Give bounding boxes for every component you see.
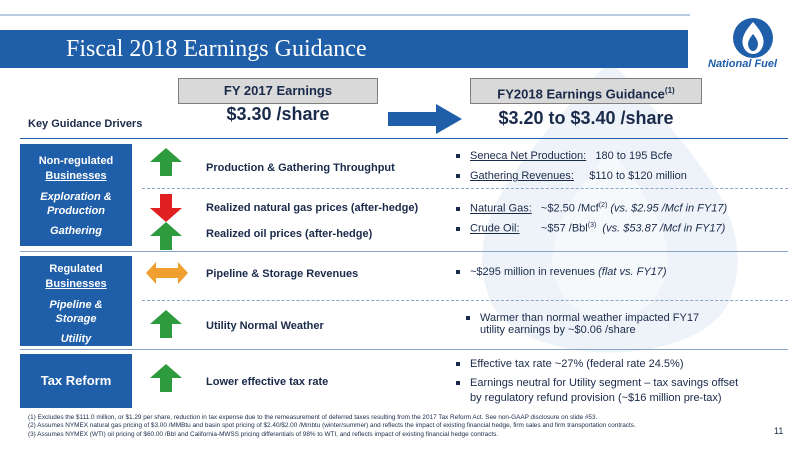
oil-label: Crude Oil: [470,222,520,235]
fy17-earnings-header: FY 2017 Earnings [178,78,378,104]
guidance-pipeline-revenues: ~$295 million in revenues (flat vs. FY17… [456,266,667,278]
guidance-natural-gas: Natural Gas: ~$2.50 /Mcf(2) (vs. $2.95 /… [456,202,727,215]
page-number: 11 [774,426,784,436]
regulated-title-2: Businesses [45,278,107,290]
arrow-down-red-icon [150,194,182,222]
page-title: Fiscal 2018 Earnings Guidance [66,36,367,62]
non-regulated-sub-ep-2: Production [46,205,106,217]
driver-pipeline-storage: Pipeline & Storage Revenues [206,268,359,280]
arrow-right-icon [388,104,462,134]
arrow-left-right-orange-icon [146,262,188,284]
fy18-header-footnote: (1) [664,86,675,95]
pipeline-compare: (flat vs. FY17) [598,266,667,278]
weather-line-1: Warmer than normal weather impacted FY17 [480,312,700,324]
category-non-regulated: Non-regulated Businesses Exploration & P… [20,144,132,246]
footnote-2: (2) Assumes NYMEX natural gas pricing of… [28,422,636,430]
oil-value: ~$57 /Bbl [540,222,588,235]
guidance-tax-rate: Effective tax rate ~27% (federal rate 24… [456,358,684,370]
gas-label: Natural Gas: [470,202,532,215]
top-rule [0,14,690,16]
seneca-value: 180 to 195 Bcfe [595,150,673,162]
guidance-seneca-production: Seneca Net Production: 180 to 195 Bcfe [456,150,672,162]
arrow-up-green-icon [150,364,182,392]
guidance-crude-oil: Crude Oil: ~$57 /Bbl(3) (vs. $53.87 /Mcf… [456,222,725,235]
key-guidance-drivers-label: Key Guidance Drivers [28,118,143,130]
footnotes: (1) Excludes the $111.0 million, or $1.2… [28,414,768,439]
oil-compare: (vs. $53.87 /Mcf in FY17) [602,222,726,235]
fy18-guidance-header: FY2018 Earnings Guidance(1) [470,78,702,104]
regulated-sub-pipeline-1: Pipeline & [49,299,103,311]
watermark-flame [482,60,738,353]
driver-utility-weather: Utility Normal Weather [206,320,324,332]
arrow-up-green-icon [150,310,182,338]
non-regulated-title: Non-regulated [38,155,114,167]
title-bar [0,30,688,68]
fy17-earnings-value: $3.30 /share [226,104,330,124]
row-divider [142,188,788,190]
gas-value: ~$2.50 /Mcf [540,202,599,215]
gathering-label: Gathering Revenues: [470,170,574,182]
guidance-gathering-revenues: Gathering Revenues: $110 to $120 million [456,170,687,182]
footnote-1: (1) Excludes the $111.0 million, or $1.2… [28,414,598,421]
driver-oil-prices: Realized oil prices (after-hedge) [206,228,373,240]
driver-production-gathering: Production & Gathering Throughput [206,162,395,174]
category-tax-reform: Tax Reform [20,354,132,408]
gas-footnote: (2) [598,202,608,209]
weather-line-2: utility earnings by ~$0.06 /share [480,324,636,336]
regulated-sub-pipeline-2: Storage [55,313,97,325]
driver-natural-gas-prices: Realized natural gas prices (after-hedge… [206,202,419,214]
regulated-sub-utility: Utility [60,333,92,345]
non-regulated-sub-ep-1: Exploration & [40,191,112,203]
gathering-value: $110 to $120 million [589,170,687,182]
national-fuel-logo [733,18,773,58]
fy18-header-label: FY2018 Earnings Guidance [497,86,665,102]
pipeline-text: ~$295 million in revenues [470,266,596,278]
fy18-guidance-value: $3.20 to $3.40 /share [498,108,674,128]
seneca-label: Seneca Net Production: [470,150,587,162]
non-regulated-title-2: Businesses [45,170,107,182]
logo-text: National Fuel [708,58,778,70]
arrow-up-green-icon [150,222,182,250]
guidance-weather: Warmer than normal weather impacted FY17… [466,312,699,336]
header-divider [20,138,788,139]
tax-line-3: by regulatory refund provision (~$16 mil… [470,392,722,404]
regulated-title: Regulated [49,263,103,275]
oil-footnote: (3) [587,222,597,229]
arrow-up-green-icon [150,148,182,176]
gas-compare: (vs. $2.95 /Mcf in FY17) [610,202,728,215]
driver-tax-rate: Lower effective tax rate [206,376,329,388]
fy17-header-label: FY 2017 Earnings [223,83,333,98]
tax-line-1: Effective tax rate ~27% (federal rate 24… [470,358,684,370]
footnote-3: (3) Assumes NYMEX (WTI) oil pricing of $… [28,430,499,438]
section-divider [20,251,788,252]
guidance-tax-utility: Earnings neutral for Utility segment – t… [456,376,738,406]
category-regulated: Regulated Businesses Pipeline & Storage … [20,256,132,346]
section-divider [20,349,788,350]
non-regulated-sub-gathering: Gathering [50,225,102,237]
tax-line-2: Earnings neutral for Utility segment – t… [470,377,739,389]
row-divider [142,300,788,302]
